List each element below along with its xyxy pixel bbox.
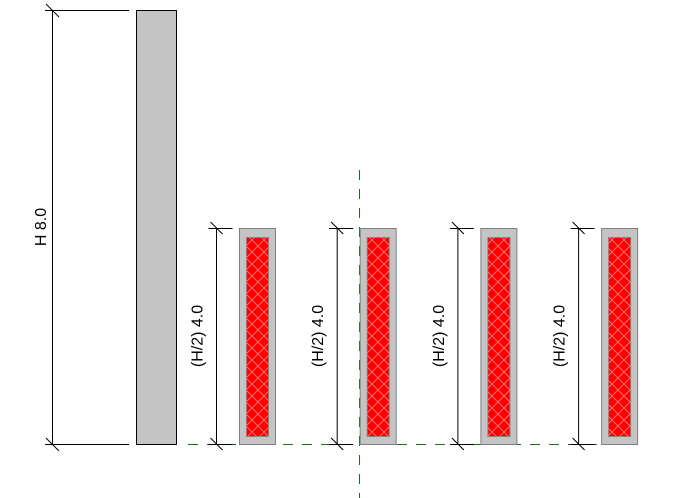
half-height-label: (H/2) 4.0 [310,305,327,367]
half-height-label: (H/2) 4.0 [190,305,207,367]
full-height-wall [136,10,177,445]
half-height-dimension: (H/2) 4.0 [310,221,354,451]
half-height-dimension: (H/2) 4.0 [431,221,474,451]
core-hatch [246,237,269,437]
half-height-column: (H/2) 4.0 [190,221,276,451]
half-height-dimension: (H/2) 4.0 [190,221,233,451]
half-height-column: (H/2) 4.0 [310,221,397,451]
core-hatch [487,237,510,437]
half-height-column: (H/2) 4.0 [552,221,639,451]
core-hatch [608,237,631,437]
half-height-label: (H/2) 4.0 [552,305,569,367]
half-height-column: (H/2) 4.0 [431,221,518,451]
half-height-dimension: (H/2) 4.0 [552,221,595,451]
core-hatch [367,237,390,437]
total-height-dimension: H 8.0 [33,3,129,452]
half-height-label: (H/2) 4.0 [431,305,448,367]
total-height-label: H 8.0 [33,208,50,246]
